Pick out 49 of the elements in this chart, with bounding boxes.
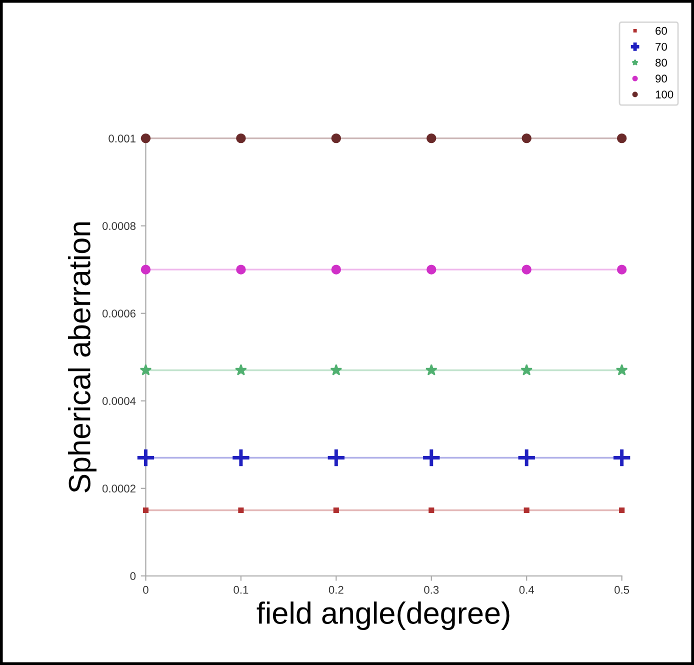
y-tick-label: 0.0006 bbox=[102, 310, 136, 318]
point bbox=[616, 364, 628, 376]
point bbox=[140, 364, 152, 376]
point bbox=[619, 507, 625, 514]
point bbox=[140, 264, 151, 274]
x-tick-label: 0.1 bbox=[234, 586, 248, 594]
y-axis-title: Spherical aberration bbox=[68, 222, 96, 492]
point bbox=[142, 507, 149, 514]
y-tick-label: 0.0004 bbox=[102, 397, 136, 405]
point bbox=[426, 133, 436, 144]
point bbox=[136, 448, 156, 468]
point bbox=[331, 264, 342, 274]
y-tick-label: 0.001 bbox=[108, 134, 136, 142]
x-tick-label: 0.4 bbox=[519, 586, 534, 594]
legend-label: 90 bbox=[656, 74, 667, 83]
x-tick-label: 0 bbox=[143, 586, 148, 594]
y-tick-label: 0 bbox=[130, 572, 136, 580]
x-tick-label: 0.2 bbox=[328, 586, 344, 594]
point bbox=[516, 448, 537, 468]
point bbox=[616, 264, 627, 274]
point bbox=[425, 364, 438, 376]
point bbox=[234, 364, 247, 376]
point bbox=[520, 364, 533, 376]
point bbox=[421, 448, 442, 468]
legend-label: 60 bbox=[656, 26, 667, 35]
y-tick-label: 0.0008 bbox=[102, 222, 136, 230]
point bbox=[522, 264, 532, 274]
point bbox=[236, 133, 246, 144]
point bbox=[616, 133, 627, 144]
point bbox=[612, 448, 632, 468]
point bbox=[522, 133, 532, 144]
point bbox=[330, 364, 342, 376]
legend-label: 80 bbox=[656, 58, 667, 67]
legend-label: 70 bbox=[656, 42, 667, 51]
point bbox=[333, 507, 339, 514]
point bbox=[238, 507, 244, 514]
x-axis-title: field angle(degree) bbox=[256, 602, 510, 630]
point bbox=[331, 133, 342, 144]
x-tick-label: 0.5 bbox=[614, 586, 630, 594]
point bbox=[326, 448, 346, 468]
y-tick-label: 0.0002 bbox=[102, 484, 136, 493]
legend-label: 100 bbox=[656, 90, 674, 98]
point bbox=[140, 133, 151, 144]
point bbox=[236, 264, 246, 274]
point bbox=[428, 507, 434, 514]
point bbox=[524, 507, 530, 514]
point bbox=[426, 264, 436, 274]
point bbox=[230, 448, 252, 468]
x-tick-label: 0.3 bbox=[424, 586, 439, 594]
